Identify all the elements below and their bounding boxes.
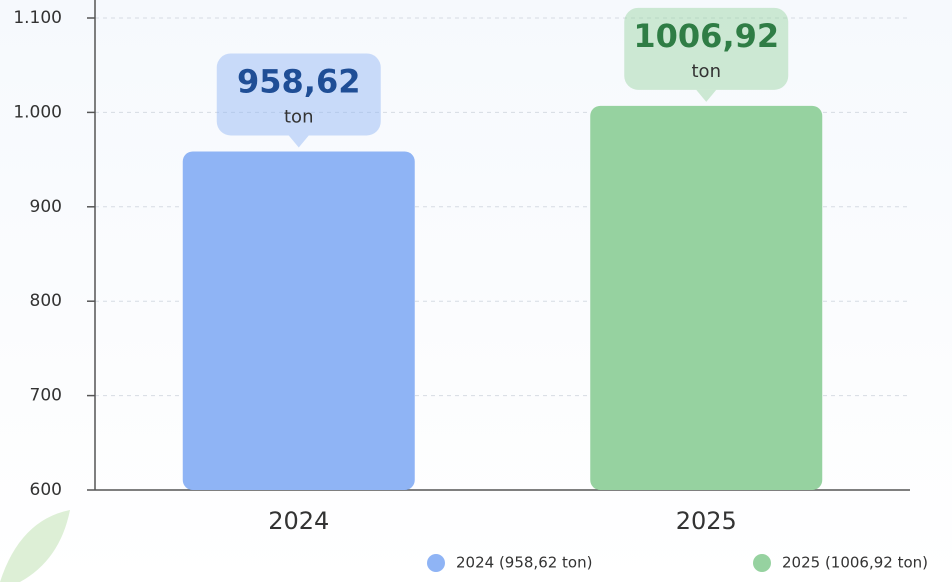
callout-pointer xyxy=(288,135,309,148)
callout-box xyxy=(624,7,789,90)
legend-label: 2025 (1006,92 ton) xyxy=(782,554,928,572)
legend-swatch xyxy=(753,554,771,572)
bar xyxy=(590,105,823,490)
y-tick-label: 600 xyxy=(30,480,62,500)
x-tick-label: 2024 xyxy=(268,507,329,535)
leaf-decoration xyxy=(0,510,70,582)
bar xyxy=(182,151,415,491)
value-unit: ton xyxy=(692,61,721,82)
y-tick-label: 900 xyxy=(30,197,62,217)
legend-swatch xyxy=(427,554,445,572)
y-tick-label: 1.000 xyxy=(13,102,62,122)
x-tick-label: 2025 xyxy=(676,507,737,535)
y-tick-label: 1.100 xyxy=(13,8,62,28)
legend-label: 2024 (958,62 ton) xyxy=(456,554,592,572)
value-unit: ton xyxy=(284,106,313,127)
callout-box xyxy=(216,53,381,136)
y-tick-label: 700 xyxy=(30,386,62,406)
value-label: 958,62 xyxy=(237,62,360,100)
value-label: 1006,92 xyxy=(633,17,779,55)
y-tick-label: 800 xyxy=(30,291,62,311)
callout-pointer xyxy=(696,89,717,102)
